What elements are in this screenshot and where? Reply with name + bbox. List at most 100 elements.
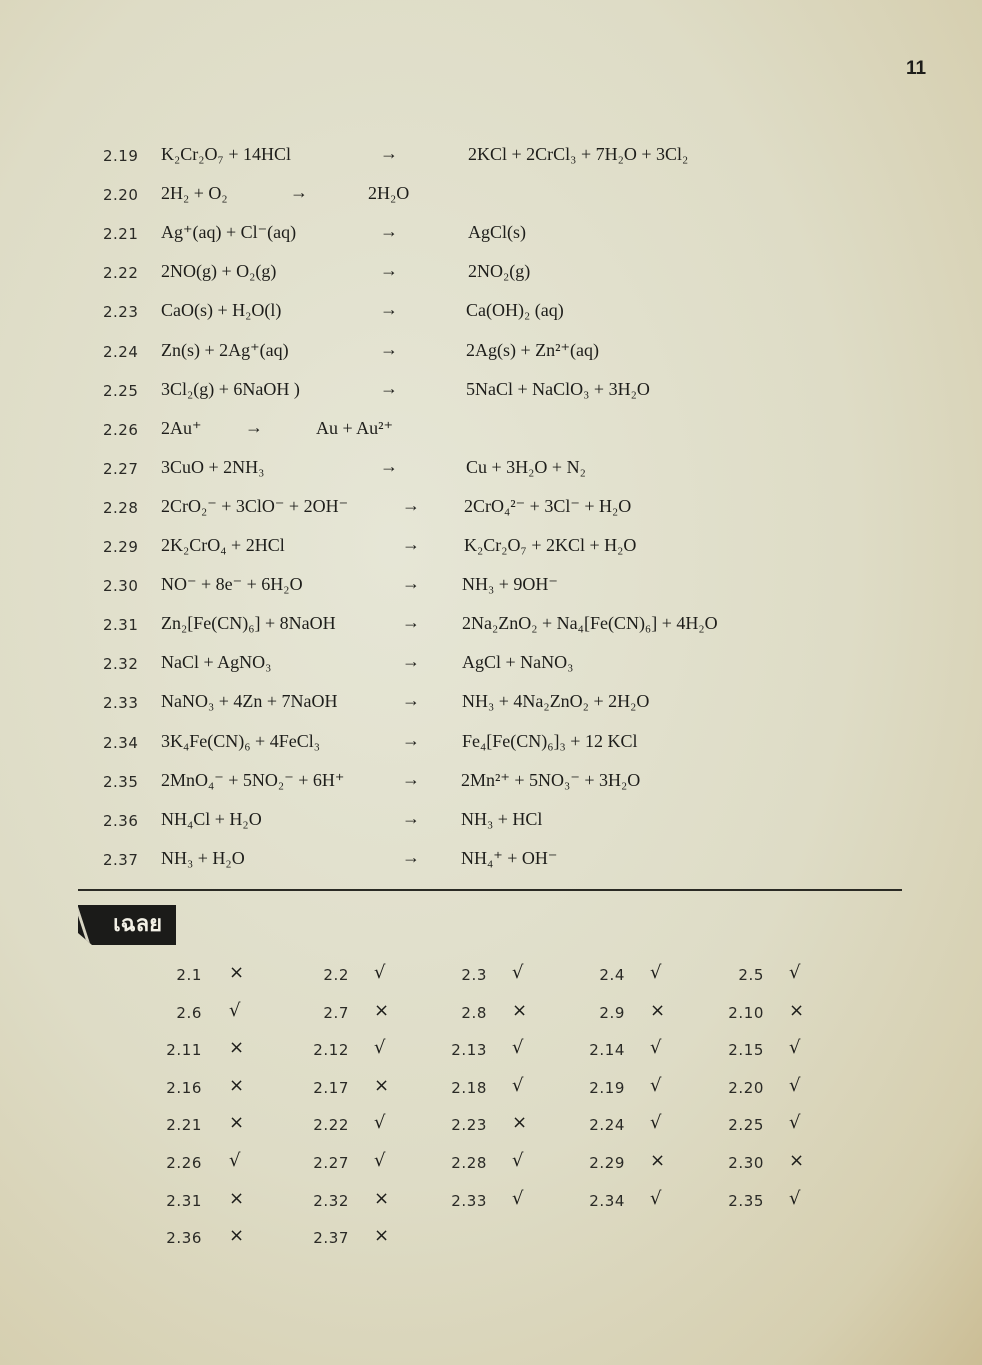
answer-number: 2.17 — [313, 1078, 349, 1097]
reactants: 2CrO₂⁻ + 3ClO⁻ + 2OH⁻ — [161, 495, 349, 516]
equation-row: 2.20 2H₂ + O₂ → 2H₂O — [0, 182, 982, 208]
equation-number: 2.32 — [103, 655, 139, 674]
page-number: 11 — [906, 58, 927, 79]
equation-number: 2.26 — [103, 420, 139, 439]
answer-number: 2.16 — [166, 1078, 202, 1097]
answer-number: 2.26 — [166, 1154, 202, 1172]
products: 2Mn²⁺ + 5NO₃⁻ + 3H₂O — [461, 769, 641, 790]
arrow-icon: → — [402, 573, 420, 594]
equation-number: 2.35 — [103, 772, 139, 791]
check-icon: √ — [512, 1074, 524, 1096]
products: NH₃ + 4Na₂ZnO₂ + 2H₂O — [462, 691, 650, 712]
equation-row: 2.36 NH₄Cl + H₂O → NH₃ + HCl — [0, 808, 982, 834]
arrow-icon: → — [380, 455, 398, 476]
answer-number: 2.18 — [451, 1078, 487, 1097]
equation-number: 2.34 — [103, 733, 139, 752]
cross-icon: × — [650, 1150, 666, 1171]
equation-number: 2.21 — [103, 225, 139, 244]
equation-row: 2.32 NaCl + AgNO₃ → AgCl + NaNO₃ — [0, 651, 982, 677]
arrow-icon: → — [380, 338, 398, 359]
equation-number: 2.23 — [103, 303, 139, 322]
arrow-icon: → — [380, 299, 398, 320]
check-icon: √ — [650, 1074, 662, 1096]
cross-icon: × — [374, 1225, 390, 1247]
arrow-icon: → — [245, 416, 263, 437]
arrow-icon: → — [402, 612, 420, 633]
reactants: 2H₂ + O₂ — [161, 183, 228, 204]
reactants: CaO(s) + H₂O(l) — [161, 300, 282, 321]
reactants: Ag⁺(aq) + Cl⁻(aq) — [161, 222, 297, 243]
answer-number: 2.25 — [728, 1116, 764, 1135]
equation-row: 2.21 Ag⁺(aq) + Cl⁻(aq) → AgCl(s) — [0, 221, 982, 247]
equation-number: 2.30 — [103, 577, 139, 596]
answer-number: 2.12 — [313, 1041, 349, 1060]
reactants: K₂Cr₂O₇ + 14HCl — [161, 144, 291, 164]
reactants: Zn₂[Fe(CN)₆] + 8NaOH — [161, 613, 336, 634]
answer-number: 2.19 — [589, 1078, 625, 1097]
reactants: NaNO₃ + 4Zn + 7NaOH — [161, 691, 338, 712]
answer-number: 2.22 — [313, 1116, 349, 1135]
cross-icon: × — [229, 1037, 245, 1059]
equation-number: 2.29 — [103, 538, 139, 556]
reactants: 3CuO + 2NH₃ — [161, 456, 265, 477]
answer-number: 2.14 — [589, 1041, 625, 1060]
equation-row: 2.28 2CrO₂⁻ + 3ClO⁻ + 2OH⁻ → 2CrO₄²⁻ + 3Cl⁻… — [0, 495, 982, 521]
answer-number: 2.4 — [599, 966, 625, 984]
equation-number: 2.33 — [103, 694, 139, 713]
products: Ca(OH)₂ (aq) — [466, 300, 564, 321]
answer-number: 2.10 — [728, 1003, 764, 1022]
reactants: NH₄Cl + H₂O — [161, 808, 262, 829]
reactants: 3Cl₂(g) + 6NaOH ) — [161, 378, 300, 399]
arrow-icon: → — [380, 260, 398, 281]
reactants: 2NO(g) + O₂(g) — [161, 261, 277, 282]
answer-number: 2.5 — [738, 966, 764, 984]
arrow-icon: → — [380, 143, 398, 163]
reactants: NH₃ + H₂O — [161, 847, 245, 868]
products: Fe₄[Fe(CN)₆]₃ + 12 KCl — [462, 730, 638, 751]
equation-row: 2.29 2K₂CrO₄ + 2HCl → K₂Cr₂O₇ + 2KCl + H₂O — [0, 534, 982, 560]
arrow-icon: → — [402, 690, 420, 711]
equation-number: 2.19 — [103, 147, 139, 165]
equation-number: 2.25 — [103, 381, 139, 400]
check-icon: √ — [789, 1187, 801, 1209]
answer-number: 2.35 — [728, 1191, 764, 1210]
products: 2Na₂ZnO₂ + Na₄[Fe(CN)₆] + 4H₂O — [462, 613, 718, 634]
answer-number: 2.15 — [728, 1041, 764, 1060]
check-icon: √ — [650, 962, 662, 983]
answer-number: 2.11 — [166, 1041, 202, 1060]
arrow-icon: → — [402, 846, 420, 867]
equation-row: 2.34 3K₄Fe(CN)₆ + 4FeCl₃ → Fe₄[Fe(CN)₆]₃ + … — [0, 730, 982, 756]
equation-number: 2.22 — [103, 264, 139, 283]
answer-number: 2.13 — [451, 1041, 487, 1060]
check-icon: √ — [512, 1150, 524, 1171]
answer-number: 2.30 — [728, 1154, 764, 1172]
equation-row: 2.31 Zn₂[Fe(CN)₆] + 8NaOH → 2Na₂ZnO₂ + Na₄[… — [0, 612, 982, 638]
products: 2NO₂(g) — [468, 261, 531, 282]
reactants: Zn(s) + 2Ag⁺(aq) — [161, 339, 289, 360]
cross-icon: × — [374, 1187, 390, 1209]
cross-icon: × — [229, 1187, 245, 1209]
products: NH₄⁺ + OH⁻ — [461, 847, 558, 868]
arrow-icon: → — [290, 182, 308, 203]
products: AgCl + NaNO₃ — [462, 652, 574, 673]
arrow-icon: → — [402, 651, 420, 672]
equation-row: 2.37 NH₃ + H₂O → NH₄⁺ + OH⁻ — [0, 847, 982, 873]
answer-number: 2.31 — [166, 1191, 202, 1210]
arrow-icon: → — [380, 377, 398, 398]
answer-number: 2.3 — [461, 966, 487, 984]
products: AgCl(s) — [468, 222, 526, 243]
check-icon: √ — [650, 1112, 662, 1134]
equation-number: 2.37 — [103, 850, 139, 869]
equation-row: 2.25 3Cl₂(g) + 6NaOH ) → 5NaCl + NaClO₃ + 3… — [0, 378, 982, 404]
answer-number: 2.29 — [589, 1154, 625, 1172]
equation-number: 2.28 — [103, 498, 139, 517]
check-icon: √ — [229, 999, 241, 1021]
equation-row: 2.23 CaO(s) + H₂O(l) → Ca(OH)₂ (aq) — [0, 299, 982, 325]
cross-icon: × — [374, 1074, 390, 1096]
answer-number: 2.34 — [589, 1191, 625, 1210]
check-icon: √ — [374, 1112, 386, 1134]
reactants: 2MnO₄⁻ + 5NO₂⁻ + 6H⁺ — [161, 769, 345, 790]
products: Au + Au²⁺ — [316, 417, 394, 438]
reactants: 3K₄Fe(CN)₆ + 4FeCl₃ — [161, 730, 320, 751]
arrow-icon: → — [402, 768, 420, 789]
